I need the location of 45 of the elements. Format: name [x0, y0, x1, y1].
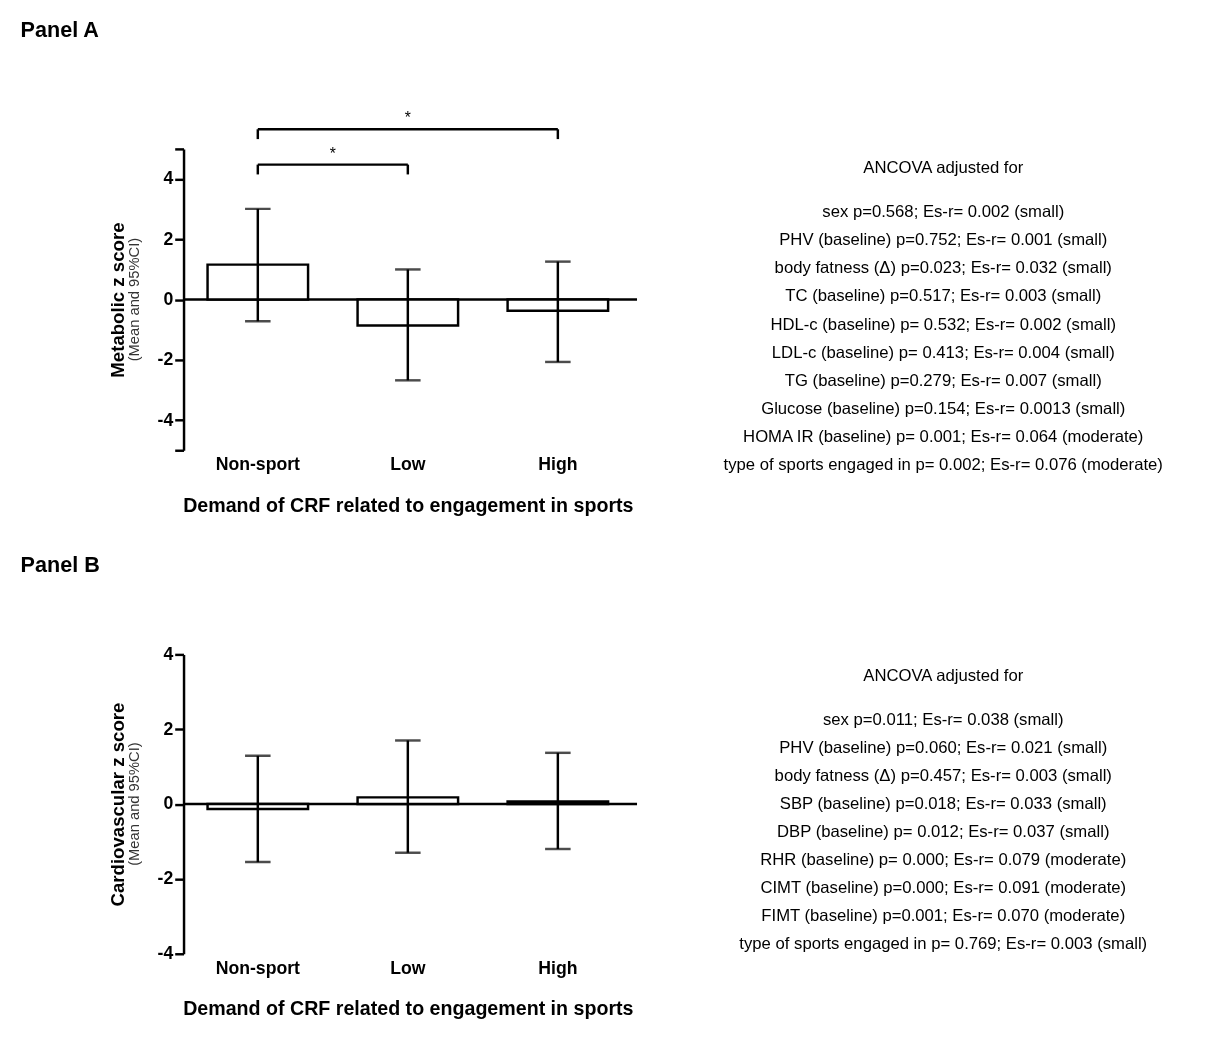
x-tick-label: Non-sport [215, 957, 301, 978]
x-tick-label: Low [390, 957, 426, 978]
text: ANCOVA adjusted for [863, 665, 1024, 685]
text: ANCOVA adjusted for [863, 158, 1024, 178]
y-axis-title: Cardiovascular z score (Mean and 95%CI) [107, 702, 143, 907]
x-tick-label: High [538, 957, 578, 978]
text: CIMT (baseline) p=0.000; Es-r= 0.091 (moderate) [760, 878, 1127, 898]
x-tick-label: Low [390, 454, 426, 475]
text: TG (baseline) p=0.279; Es-r= 0.007 (small) [784, 370, 1102, 390]
text: type of sports engaged in p= 0.002; Es-r= 0.076 (moderate) [723, 454, 1163, 474]
x-tick-label: High [538, 454, 578, 475]
text: SBP (baseline) p=0.018; Es-r= 0.033 (small) [779, 793, 1107, 813]
text: PHV (baseline) p=0.752; Es-r= 0.001 (small) [779, 230, 1108, 250]
text: sex p=0.011; Es-r= 0.038 (small) [822, 709, 1064, 729]
y-axis-title: Metabolic z score (Mean and 95%CI) [107, 222, 143, 378]
text: HDL-c (baseline) p= 0.532; Es-r= 0.002 (small) [770, 314, 1117, 334]
y-tick-label: 4 [163, 643, 174, 664]
text: FIMT (baseline) p=0.001; Es-r= 0.070 (moderate) [761, 906, 1126, 926]
text: body fatness (Δ) p=0.457; Es-r= 0.003 (small) [774, 765, 1112, 785]
y-tick-label: -4 [157, 943, 174, 964]
chart-title: Panel A [20, 17, 100, 43]
x-axis-title: Demand of CRF related to engagement in sports [183, 493, 634, 516]
x-axis-title: Demand of CRF related to engagement in sports [183, 997, 634, 1020]
text: HOMA IR (baseline) p= 0.001; Es-r= 0.064 (moderate) [743, 426, 1144, 446]
x-tick-label: Non-sport [215, 454, 301, 475]
annotation: * [329, 144, 336, 162]
chart-title: Panel B [20, 551, 100, 577]
text: Glucose (baseline) p=0.154; Es-r= 0.0013 (small) [761, 398, 1126, 418]
text: RHR (baseline) p= 0.000; Es-r= 0.079 (moderate) [760, 850, 1127, 870]
text: body fatness (Δ) p=0.023; Es-r= 0.032 (small) [774, 258, 1112, 278]
text: DBP (baseline) p= 0.012; Es-r= 0.037 (small) [777, 821, 1110, 841]
y-tick-label: 4 [163, 168, 174, 189]
y-tick-label: -2 [157, 349, 174, 370]
y-tick-label: 2 [163, 228, 174, 249]
y-tick-label: -2 [157, 868, 174, 889]
text: PHV (baseline) p=0.060; Es-r= 0.021 (small) [779, 737, 1108, 757]
y-tick-label: 2 [163, 718, 174, 739]
text: TC (baseline) p=0.517; Es-r= 0.003 (small) [785, 286, 1102, 306]
text: type of sports engaged in p= 0.769; Es-r= 0.003 (small) [739, 934, 1148, 954]
text: * [404, 109, 411, 127]
text: LDL-c (baseline) p= 0.413; Es-r= 0.004 (small) [771, 342, 1115, 362]
y-tick-label: -4 [157, 409, 174, 430]
y-tick-label: 0 [163, 793, 174, 814]
y-tick-label: 0 [163, 288, 174, 309]
text: sex p=0.568; Es-r= 0.002 (small) [822, 202, 1065, 222]
